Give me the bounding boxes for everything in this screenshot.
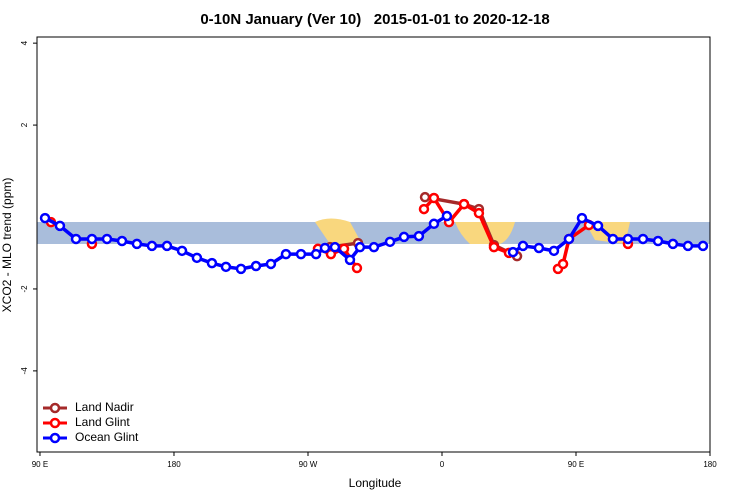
data-point	[295, 248, 307, 260]
data-point	[101, 233, 113, 245]
data-point	[54, 220, 66, 232]
data-point	[682, 240, 694, 252]
data-point	[428, 192, 440, 204]
data-point	[418, 203, 430, 215]
data-point	[206, 257, 218, 269]
data-point	[507, 246, 519, 258]
data-point	[86, 233, 98, 245]
legend-marker	[49, 417, 61, 429]
legend-label: Land Nadir	[75, 400, 134, 414]
data-point	[419, 191, 431, 203]
land	[315, 218, 362, 244]
data-point	[131, 238, 143, 250]
y-tick-label: -2	[20, 285, 29, 293]
data-point	[116, 235, 128, 247]
data-point	[329, 241, 341, 253]
data-point	[652, 235, 664, 247]
legend-marker	[49, 432, 61, 444]
data-point	[319, 242, 331, 254]
data-point	[220, 261, 232, 273]
data-point	[344, 254, 356, 266]
data-point	[667, 238, 679, 250]
data-point	[441, 210, 453, 222]
data-point	[280, 248, 292, 260]
x-tick-label: 180	[167, 460, 181, 469]
x-tick-label: 90 E	[568, 460, 584, 469]
y-tick-label: -4	[20, 367, 29, 375]
data-point	[428, 218, 440, 230]
data-point	[161, 240, 173, 252]
data-point	[146, 240, 158, 252]
y-tick-label: 4	[20, 40, 29, 45]
data-point	[354, 241, 366, 253]
data-point	[607, 233, 619, 245]
data-point	[310, 248, 322, 260]
data-point	[398, 231, 410, 243]
plot-frame	[36, 36, 711, 453]
data-point	[517, 240, 529, 252]
data-point	[576, 212, 588, 224]
data-point	[697, 240, 709, 252]
data-point	[533, 242, 545, 254]
x-tick-label: 90 E	[32, 460, 48, 469]
data-point	[592, 220, 604, 232]
data-point	[368, 241, 380, 253]
legend-label: Land Glint	[75, 415, 130, 429]
land	[455, 222, 515, 244]
data-point	[563, 233, 575, 245]
data-point	[384, 236, 396, 248]
data-point	[351, 262, 363, 274]
legend-marker	[49, 402, 61, 414]
data-point	[473, 207, 485, 219]
data-point	[458, 198, 470, 210]
x-tick-label: 90 W	[299, 460, 318, 469]
data-point	[70, 233, 82, 245]
data-point	[548, 245, 560, 257]
x-axis-label: Longitude	[349, 476, 402, 490]
data-point	[637, 233, 649, 245]
data-point	[176, 245, 188, 257]
data-point	[265, 258, 277, 270]
map-band	[37, 222, 710, 244]
data-point	[250, 260, 262, 272]
x-tick-label: 180	[703, 460, 717, 469]
chart-title: 0-10N January (Ver 10) 2015-01-01 to 202…	[200, 11, 549, 28]
data-point	[39, 212, 51, 224]
data-point	[191, 252, 203, 264]
data-point	[413, 230, 425, 242]
y-tick-label: 2	[20, 122, 29, 127]
data-point	[622, 233, 634, 245]
data-point	[235, 263, 247, 275]
x-tick-label: 0	[440, 460, 445, 469]
data-point	[557, 258, 569, 270]
y-axis-label: XCO2 - MLO trend (ppm)	[0, 178, 14, 313]
data-point	[488, 241, 500, 253]
legend-label: Ocean Glint	[75, 430, 139, 444]
